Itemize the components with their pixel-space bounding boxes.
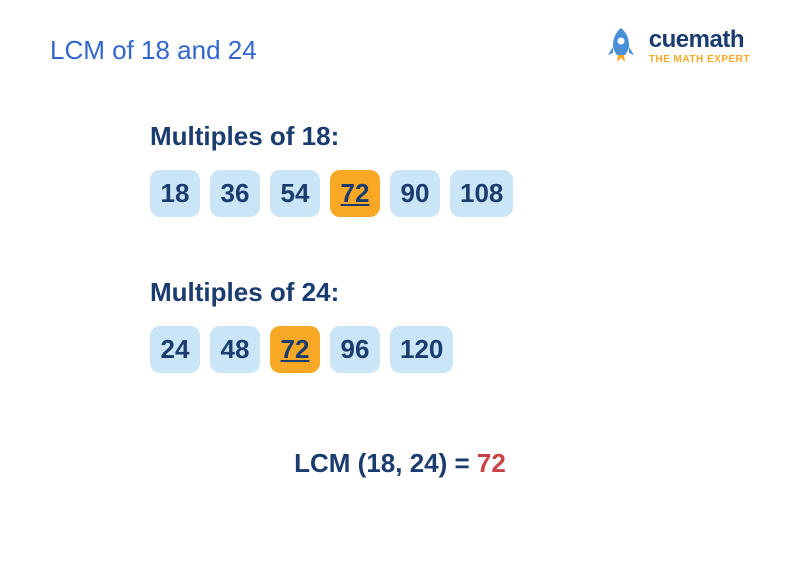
multiples-18-label: Multiples of 18: [150, 121, 750, 152]
result-value: 72 [477, 448, 506, 478]
multiple-18-box-1: 36 [210, 170, 260, 217]
logo: cuemath THE MATH EXPERT [601, 25, 750, 65]
multiples-24-boxes: 24487296120 [150, 326, 750, 373]
rocket-icon [601, 25, 641, 65]
multiples-18-boxes: 1836547290108 [150, 170, 750, 217]
multiple-24-box-2: 72 [270, 326, 320, 373]
multiple-18-box-5: 108 [450, 170, 513, 217]
logo-tagline: THE MATH EXPERT [649, 54, 750, 65]
logo-text: cuemath THE MATH EXPERT [649, 26, 750, 65]
result-label: LCM (18, 24) = [294, 448, 477, 478]
multiples-18-section: Multiples of 18: 1836547290108 [150, 121, 750, 217]
multiple-24-box-4: 120 [390, 326, 453, 373]
multiple-24-box-3: 96 [330, 326, 380, 373]
multiple-18-box-4: 90 [390, 170, 440, 217]
logo-brand: cuemath [649, 26, 750, 54]
result: LCM (18, 24) = 72 [50, 448, 750, 479]
multiples-24-section: Multiples of 24: 24487296120 [150, 277, 750, 373]
multiples-24-label: Multiples of 24: [150, 277, 750, 308]
multiple-24-box-1: 48 [210, 326, 260, 373]
multiple-18-box-3: 72 [330, 170, 380, 217]
multiple-18-box-0: 18 [150, 170, 200, 217]
multiple-18-box-2: 54 [270, 170, 320, 217]
multiple-24-box-0: 24 [150, 326, 200, 373]
